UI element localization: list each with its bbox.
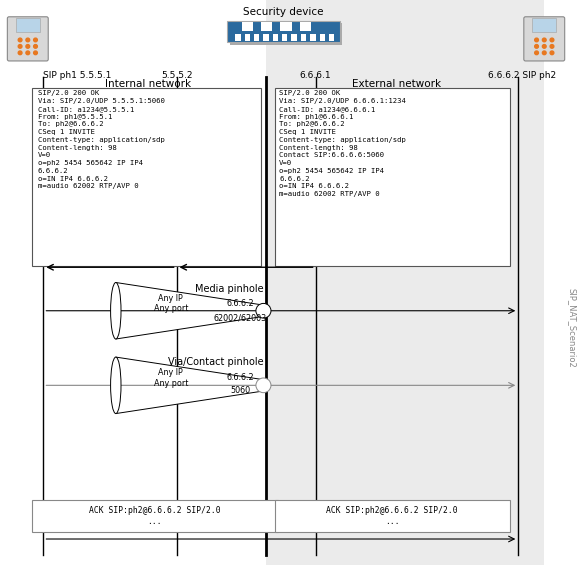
Text: 6.6.6.2: 6.6.6.2 [226, 299, 254, 308]
Text: 62002/62003: 62002/62003 [214, 314, 267, 323]
Circle shape [256, 378, 271, 393]
Circle shape [534, 38, 538, 42]
Circle shape [34, 45, 38, 48]
Bar [291, 34, 297, 41]
Bar [229, 23, 342, 45]
Bar [329, 34, 334, 41]
Circle shape [256, 303, 271, 318]
Bar [320, 34, 325, 41]
FancyBboxPatch shape [524, 17, 565, 61]
Text: SIP/2.0 200 OK
Via: SIP/2.0/UDP 6.6.6.1:1234
Call-ID: a1234@6.6.6.1
From: ph1@6.: SIP/2.0 200 OK Via: SIP/2.0/UDP 6.6.6.1:… [279, 90, 406, 197]
Bar [299, 23, 311, 31]
Circle shape [543, 51, 546, 55]
Text: Security device: Security device [243, 7, 324, 17]
Circle shape [543, 45, 546, 48]
Text: External network: External network [352, 79, 441, 89]
Bar [310, 34, 316, 41]
Circle shape [543, 38, 546, 42]
Text: ACK SIP:ph2@6.6.6.2 SIP/2.0
...: ACK SIP:ph2@6.6.6.2 SIP/2.0 ... [327, 506, 458, 526]
Circle shape [550, 51, 554, 55]
Text: 5.5.5.2: 5.5.5.2 [161, 71, 192, 80]
Bar [266, 0, 544, 565]
Circle shape [550, 45, 554, 48]
Polygon shape [116, 357, 263, 414]
Circle shape [550, 38, 554, 42]
Text: 6.6.6.2 SIP ph2: 6.6.6.2 SIP ph2 [488, 71, 556, 80]
Bar [263, 34, 269, 41]
Circle shape [26, 51, 30, 55]
Text: 6.6.6.1: 6.6.6.1 [300, 71, 331, 80]
Bar [275, 500, 510, 532]
Bar [532, 19, 556, 32]
Text: SIP_NAT_Scenario2: SIP_NAT_Scenario2 [567, 288, 577, 368]
Circle shape [34, 38, 38, 42]
Text: 6.6.6.2: 6.6.6.2 [226, 373, 254, 383]
FancyBboxPatch shape [8, 17, 48, 61]
Bar [254, 34, 259, 41]
Circle shape [534, 51, 538, 55]
Text: Via/Contact pinhole: Via/Contact pinhole [168, 357, 263, 367]
Bar [244, 34, 250, 41]
Circle shape [18, 38, 22, 42]
Bar [32, 500, 278, 532]
Text: Media pinhole: Media pinhole [195, 284, 263, 294]
Polygon shape [116, 282, 263, 339]
Circle shape [34, 51, 38, 55]
Text: SIP/2.0 200 OK
Via: SIP/2.0/UDP 5.5.5.1:5060
Call-ID: a1234@5.5.5.1
From: ph1@5.: SIP/2.0 200 OK Via: SIP/2.0/UDP 5.5.5.1:… [38, 90, 164, 189]
Text: Internal network: Internal network [105, 79, 190, 89]
Circle shape [26, 45, 30, 48]
Bar [16, 19, 40, 32]
Bar [235, 34, 241, 41]
Circle shape [18, 45, 22, 48]
Circle shape [18, 51, 22, 55]
Ellipse shape [111, 357, 121, 414]
Text: Any IP
Any port: Any IP Any port [153, 368, 188, 388]
Circle shape [26, 38, 30, 42]
Text: 5060: 5060 [230, 386, 250, 396]
Bar [273, 34, 278, 41]
Bar [32, 88, 261, 266]
Circle shape [534, 45, 538, 48]
Bar [261, 23, 272, 31]
Bar [227, 21, 340, 42]
Bar [301, 34, 306, 41]
Bar [282, 34, 287, 41]
Text: SIP ph1 5.5.5.1: SIP ph1 5.5.5.1 [43, 71, 112, 80]
Text: Any IP
Any port: Any IP Any port [153, 294, 188, 313]
Bar [242, 23, 253, 31]
Bar [280, 23, 292, 31]
Text: ACK SIP:ph2@6.6.6.2 SIP/2.0
...: ACK SIP:ph2@6.6.6.2 SIP/2.0 ... [89, 506, 221, 526]
Ellipse shape [111, 282, 121, 339]
Bar [275, 88, 510, 266]
